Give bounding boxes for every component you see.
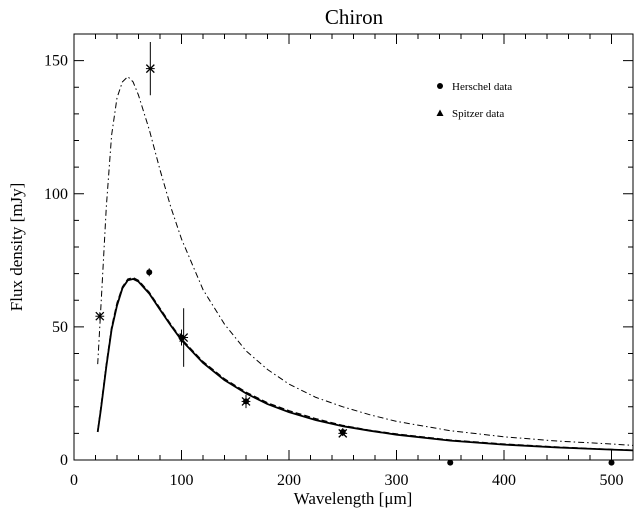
y-tick-label: 0 [60,452,68,469]
y-axis-label: Flux density [mJy] [7,183,26,311]
legend-triangle-marker [436,109,444,116]
herschel-point [146,269,153,276]
y-tick-label: 100 [44,186,68,203]
chart-title: Chiron [325,5,384,29]
x-tick-label: 500 [600,472,624,489]
data-points [95,41,615,466]
herschel-point [447,459,454,466]
legend-circle-marker [437,83,443,89]
spitzer-point [338,428,348,438]
x-tick-label: 300 [385,472,409,489]
model-curves [96,75,634,452]
legend-label: Herschel data [452,81,512,93]
spitzer-point [95,311,105,321]
model-curve-dashdot [97,75,634,446]
x-axis-label: Wavelength [μm] [294,489,413,508]
x-tick-label: 200 [277,472,301,489]
spitzer-point [145,64,155,74]
spitzer-point [179,333,189,342]
legend-label: Spitzer data [452,108,504,120]
legend: Herschel data Spitzer data [436,81,512,120]
plot-frame [73,33,634,461]
tick-labels: 0 100 200 300 400 500 0 50 100 150 [44,53,624,489]
y-tick-label: 50 [52,319,68,336]
x-tick-label: 400 [492,472,516,489]
x-tick-label: 0 [70,472,78,489]
axis-ticks [73,33,634,461]
model-curve-solid [96,278,634,452]
y-tick-label: 150 [44,53,68,70]
x-tick-label: 100 [170,472,194,489]
herschel-point [608,459,615,466]
spitzer-point [241,396,251,406]
model-curve-dashed [97,276,634,451]
